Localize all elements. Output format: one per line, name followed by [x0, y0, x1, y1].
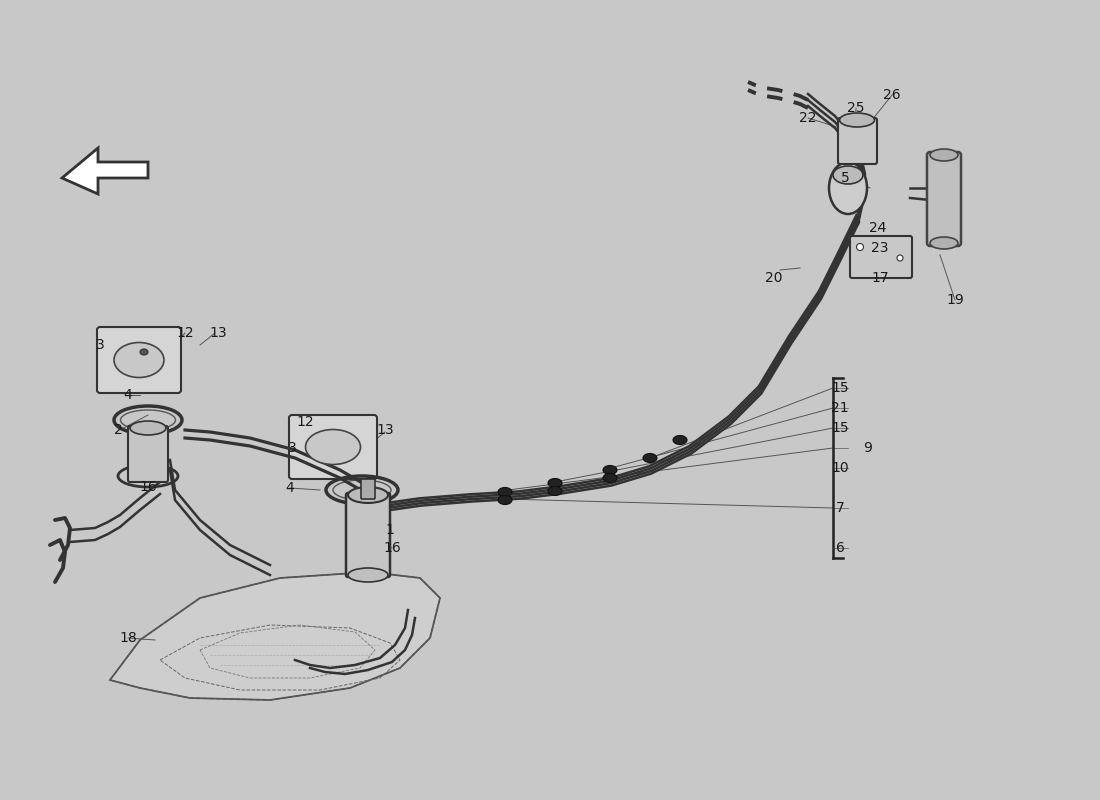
Text: 10: 10	[832, 461, 849, 475]
Ellipse shape	[833, 166, 864, 184]
Text: 5: 5	[840, 171, 849, 185]
Ellipse shape	[673, 435, 688, 445]
Text: 13: 13	[376, 423, 394, 437]
Ellipse shape	[348, 568, 388, 582]
Ellipse shape	[114, 342, 164, 378]
Ellipse shape	[857, 243, 864, 250]
FancyBboxPatch shape	[361, 479, 375, 499]
Text: 21: 21	[832, 401, 849, 415]
Text: 16: 16	[139, 480, 157, 494]
Ellipse shape	[498, 487, 512, 497]
Ellipse shape	[829, 162, 867, 214]
Ellipse shape	[130, 421, 166, 435]
Text: 18: 18	[119, 631, 136, 645]
Text: 24: 24	[869, 221, 887, 235]
Text: 4: 4	[123, 388, 132, 402]
Ellipse shape	[548, 486, 562, 495]
Ellipse shape	[348, 487, 388, 503]
FancyBboxPatch shape	[97, 327, 182, 393]
Text: 12: 12	[176, 326, 194, 340]
FancyBboxPatch shape	[346, 493, 390, 577]
Text: 16: 16	[383, 541, 400, 555]
Text: 17: 17	[871, 271, 889, 285]
Ellipse shape	[839, 113, 875, 127]
Polygon shape	[110, 572, 440, 700]
Ellipse shape	[498, 495, 512, 505]
Text: 15: 15	[832, 421, 849, 435]
FancyBboxPatch shape	[838, 118, 877, 164]
Ellipse shape	[306, 430, 361, 465]
Text: 12: 12	[296, 415, 314, 429]
Ellipse shape	[930, 237, 958, 249]
Text: 9: 9	[864, 441, 872, 455]
Text: 20: 20	[766, 271, 783, 285]
FancyBboxPatch shape	[850, 236, 912, 278]
FancyBboxPatch shape	[927, 152, 961, 246]
Text: 15: 15	[832, 381, 849, 395]
Text: 3: 3	[96, 338, 104, 352]
Polygon shape	[62, 148, 149, 194]
Ellipse shape	[603, 466, 617, 474]
Ellipse shape	[896, 255, 903, 261]
FancyBboxPatch shape	[289, 415, 377, 479]
Text: 22: 22	[800, 111, 816, 125]
Text: 25: 25	[847, 101, 865, 115]
Text: 19: 19	[946, 293, 964, 307]
Text: 3: 3	[287, 441, 296, 455]
Ellipse shape	[140, 349, 148, 355]
Text: 7: 7	[836, 501, 845, 515]
Ellipse shape	[548, 478, 562, 487]
Text: 2: 2	[113, 423, 122, 437]
Text: 26: 26	[883, 88, 901, 102]
Text: 13: 13	[209, 326, 227, 340]
Text: 6: 6	[836, 541, 845, 555]
Ellipse shape	[930, 149, 958, 161]
Ellipse shape	[603, 474, 617, 482]
Text: 4: 4	[286, 481, 295, 495]
Text: 1: 1	[386, 523, 395, 537]
Ellipse shape	[644, 454, 657, 462]
FancyBboxPatch shape	[128, 426, 168, 482]
Text: 23: 23	[871, 241, 889, 255]
